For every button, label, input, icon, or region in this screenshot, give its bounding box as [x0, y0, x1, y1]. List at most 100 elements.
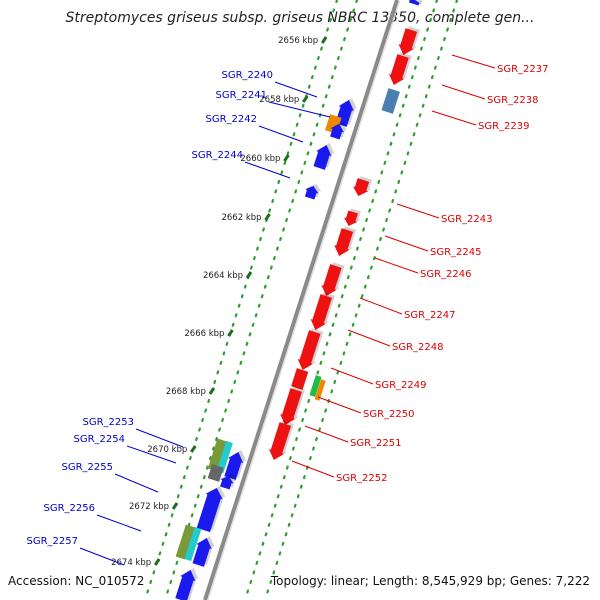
leader-SGR_2241 [268, 101, 331, 118]
gene-label-SGR_2257[interactable]: SGR_2257 [27, 536, 79, 547]
leader-SGR_2250 [317, 396, 362, 414]
gene-arrow-SGR_2248-body[interactable] [297, 330, 321, 370]
gene-arrow-SGR_2255b[interactable] [220, 474, 237, 490]
gene-arrow-SGR_2237-body[interactable] [398, 28, 418, 55]
gene-arrow-SGR_2246-body[interactable] [321, 264, 342, 296]
ruler-tick [227, 329, 234, 337]
gene-label-SGR_2253[interactable]: SGR_2253 [83, 417, 135, 428]
gene-label-SGR_2256[interactable]: SGR_2256 [44, 503, 96, 514]
gene-label-SGR_2248[interactable]: SGR_2248 [392, 342, 444, 353]
gene-features[interactable] [175, 0, 425, 600]
gene-box-SGR_2250a[interactable] [309, 375, 322, 397]
ruler-label: 2664 kbp [203, 271, 243, 281]
leader-SGR_2238 [441, 84, 486, 100]
gene-label-SGR_2237[interactable]: SGR_2237 [497, 64, 549, 75]
ruler-tick [190, 445, 197, 453]
gene-arrow-SGR_2237b[interactable] [388, 52, 412, 85]
genome-backbone [203, 0, 401, 600]
gene-label-SGR_2255[interactable]: SGR_2255 [62, 462, 114, 473]
gene-arrow-SGR_2256-body[interactable] [196, 488, 223, 533]
gene-box-SGR_2254[interactable] [207, 464, 224, 482]
gene-arrow-SGR_2257c-body[interactable] [175, 570, 196, 600]
gene-box-SGR_2238[interactable] [381, 88, 400, 114]
leader-SGR_2251 [304, 425, 349, 443]
gene-arrow-SGR_2252[interactable] [268, 420, 295, 460]
leader-SGR_2247 [359, 297, 403, 315]
gene-label-SGR_2249[interactable]: SGR_2249 [375, 380, 427, 391]
gene-arrow-SGR_2244b[interactable] [304, 184, 322, 200]
gene-box-SGR_2249[interactable] [291, 368, 309, 390]
ruler-tick [320, 36, 328, 44]
gene-label-SGR_2250[interactable]: SGR_2250 [363, 409, 415, 420]
gene-arrow-SGR_2244-body[interactable] [313, 145, 332, 170]
gene-arrow-SGR_2255b-body[interactable] [220, 476, 234, 490]
gene-arrow-SGR_2251-body[interactable] [280, 388, 302, 425]
accession-label: Accession: NC_010572 [8, 574, 145, 588]
gene-label-SGR_2245[interactable]: SGR_2245 [430, 247, 482, 258]
gene-label-SGR_2243[interactable]: SGR_2243 [441, 214, 493, 225]
gene-label-SGR_2241[interactable]: SGR_2241 [216, 90, 268, 101]
gene-arrow-SGR_2255[interactable] [224, 450, 247, 480]
gene-arrow-SGR_2251[interactable] [280, 386, 305, 425]
gene-arrow-SGR_2243-body[interactable] [352, 178, 370, 196]
gene-arrow-SGR_2255-body[interactable] [224, 452, 244, 480]
gene-arrow-SGR_2237b-body[interactable] [388, 54, 409, 85]
leader-SGR_2243 [396, 203, 440, 219]
gene-arrow-top-body[interactable] [408, 0, 422, 6]
leader-SGR_2252 [291, 460, 335, 478]
leader-SGR_2254 [126, 445, 177, 464]
gene-arrow-SGR_2243b[interactable] [344, 208, 361, 226]
gene-label-SGR_2238[interactable]: SGR_2238 [487, 95, 539, 106]
ruler-label: 2660 kbp [240, 154, 280, 164]
gene-arrow-SGR_2252-body[interactable] [268, 422, 292, 460]
ruler-tick [264, 213, 271, 221]
ruler-tick [208, 387, 216, 395]
gene-arrow-SGR_2256[interactable] [196, 486, 226, 533]
leader-SGR_2246 [374, 257, 419, 274]
gene-arrow-SGR_2243[interactable] [352, 176, 373, 196]
gene-arrow-SGR_2257c[interactable] [175, 568, 199, 600]
gene-arrow-SGR_2243b-body[interactable] [344, 210, 358, 226]
gene-box-SGR_2250b[interactable] [314, 379, 326, 401]
gene-arrow-SGR_2247[interactable] [310, 292, 335, 330]
map-title: Streptomyces griseus subsp. griseus NBRC… [65, 10, 535, 26]
ruler-label: 2672 kbp [129, 502, 169, 512]
gene-label-SGR_2239[interactable]: SGR_2239 [478, 121, 530, 132]
gene-arrow-SGR_2244[interactable] [313, 143, 335, 170]
kbp-ruler: 2656 kbp 2658 kbp 2660 kbp 2662 kbp 2664 kbp… [111, 36, 328, 568]
gene-label-SGR_2242[interactable]: SGR_2242 [206, 114, 258, 125]
leader-SGR_2248 [347, 329, 391, 347]
dotted-guide-3 [263, 0, 459, 600]
gene-box-SGR_2253a[interactable] [207, 438, 227, 472]
gene-label-SGR_2246[interactable]: SGR_2246 [420, 269, 472, 280]
leader-SGR_2255 [114, 473, 159, 493]
gene-arrow-SGR_2247-body[interactable] [310, 294, 332, 330]
gene-labels[interactable]: SGR_2240 SGR_2241 SGR_2242 SGR_2244 SGR_2253… [27, 54, 549, 566]
gene-arrow-SGR_2245-body[interactable] [334, 228, 354, 256]
gene-label-SGR_2247[interactable]: SGR_2247 [404, 310, 456, 321]
leader-SGR_2253 [135, 428, 184, 448]
gene-arrow-SGR_2241-body[interactable] [330, 124, 344, 140]
gene-arrow-SGR_2246[interactable] [321, 262, 345, 296]
gene-label-SGR_2252[interactable]: SGR_2252 [336, 473, 388, 484]
gene-arrow-SGR_2244b-body[interactable] [304, 186, 319, 200]
gene-arrow-SGR_2245[interactable] [334, 226, 357, 256]
gene-box-SGR_2257a[interactable] [175, 524, 196, 560]
ruler-label: 2656 kbp [278, 36, 318, 46]
gene-label-SGR_2240[interactable]: SGR_2240 [222, 70, 274, 81]
gene-box-SGR_2253b[interactable] [216, 440, 233, 474]
leader-SGR_2239 [431, 110, 477, 126]
gene-label-SGR_2244[interactable]: SGR_2244 [192, 150, 244, 161]
gene-arrow-SGR_2241[interactable] [330, 122, 347, 140]
gene-arrow-SGR_2257[interactable] [192, 536, 215, 567]
gene-arrow-SGR_2257-body[interactable] [192, 538, 212, 567]
gene-arrow-SGR_2248[interactable] [297, 328, 324, 370]
gene-box-SGR_2257b[interactable] [184, 526, 202, 562]
gene-arrow-SGR_2237[interactable] [398, 26, 421, 55]
gene-arrow-top[interactable] [408, 0, 425, 6]
leader-SGR_2257 [79, 547, 125, 566]
gene-label-SGR_2251[interactable]: SGR_2251 [350, 438, 402, 449]
gene-label-SGR_2254[interactable]: SGR_2254 [74, 434, 126, 445]
ruler-label: 2666 kbp [184, 329, 224, 339]
